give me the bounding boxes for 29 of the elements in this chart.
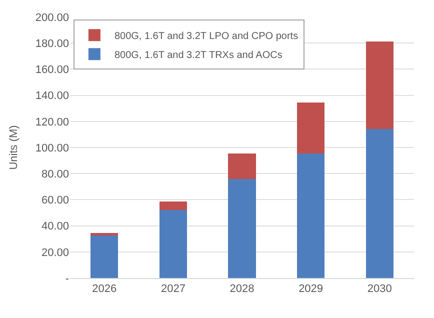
y-tick-label: - — [65, 272, 70, 285]
bar — [228, 178, 256, 278]
y-tick-label: 120.00 — [35, 116, 69, 128]
x-tick-label: 2030 — [367, 283, 392, 296]
y-tick-label: 100.00 — [35, 142, 69, 154]
bar — [90, 236, 118, 278]
bar — [159, 210, 187, 278]
bar — [90, 233, 118, 236]
x-tick-label: 2028 — [230, 283, 254, 296]
y-tick-label: 80.00 — [41, 168, 69, 180]
legend-label: 800G, 1.6T and 3.2T LPO and CPO ports — [114, 31, 298, 42]
x-tick-label: 2026 — [92, 283, 117, 296]
bar — [366, 41, 394, 129]
y-tick-label: 140.00 — [35, 90, 69, 102]
y-tick-label: 40.00 — [41, 220, 69, 233]
bar — [228, 153, 256, 179]
bar — [159, 202, 187, 210]
y-tick-label: 180.00 — [35, 38, 69, 50]
bar — [297, 153, 325, 278]
bar — [366, 128, 394, 278]
y-axis-title: Units (M) — [8, 125, 20, 170]
y-tick-label: 200.00 — [35, 12, 69, 24]
y-tick-label: 60.00 — [41, 194, 69, 207]
y-tick-label: 160.00 — [35, 64, 69, 76]
bar — [297, 102, 325, 154]
x-tick-label: 2027 — [160, 283, 186, 296]
y-tick-label: 20.00 — [41, 246, 69, 259]
x-tick-label: 2029 — [298, 283, 324, 296]
legend-label: 800G, 1.6T and 3.2T TRXs and AOCs — [114, 50, 282, 62]
